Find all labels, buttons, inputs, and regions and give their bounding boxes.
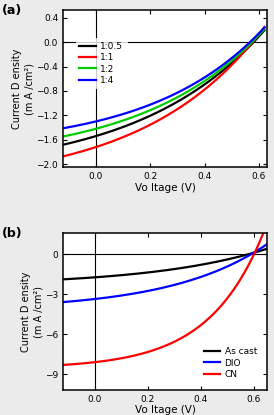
X-axis label: Vo ltage (V): Vo ltage (V) — [135, 405, 196, 415]
Line: 1:4: 1:4 — [63, 27, 264, 128]
1:0.5 — [61, 142, 65, 147]
CN — [180, 335, 183, 340]
CN — [266, 224, 269, 229]
Line: 1:1: 1:1 — [63, 27, 264, 156]
CN — [264, 224, 268, 229]
Legend: As cast, DIO, CN: As cast, DIO, CN — [200, 344, 261, 383]
1:0.5 — [190, 91, 193, 96]
1:1 — [235, 58, 238, 63]
1:2 — [235, 54, 238, 59]
1:4 — [263, 25, 266, 30]
DIO — [180, 281, 183, 286]
1:4 — [235, 52, 238, 57]
As cast — [74, 276, 77, 281]
1:4 — [214, 68, 218, 73]
As cast — [237, 254, 241, 259]
1:0.5 — [178, 98, 182, 103]
Y-axis label: Current D ensity
(m A /cm²): Current D ensity (m A /cm²) — [13, 49, 35, 129]
1:2 — [61, 134, 65, 139]
As cast — [266, 246, 269, 251]
Y-axis label: Current D ensity
(m A /cm²): Current D ensity (m A /cm²) — [21, 271, 44, 352]
Line: DIO: DIO — [63, 244, 267, 302]
1:2 — [263, 27, 266, 32]
CN — [237, 279, 241, 284]
CN — [74, 361, 77, 366]
1:0.5 — [214, 73, 218, 78]
1:1 — [263, 24, 266, 29]
1:4 — [74, 124, 77, 129]
CN — [185, 332, 189, 337]
1:1 — [74, 151, 77, 156]
CN — [192, 328, 195, 333]
1:2 — [74, 132, 77, 137]
1:2 — [178, 93, 182, 98]
1:1 — [214, 78, 218, 83]
1:1 — [190, 97, 193, 102]
CN — [216, 307, 219, 312]
1:0.5 — [74, 139, 77, 144]
Line: 1:0.5: 1:0.5 — [63, 30, 264, 145]
As cast — [185, 265, 189, 270]
1:2 — [190, 87, 193, 92]
Line: As cast: As cast — [63, 249, 267, 279]
1:4 — [178, 89, 182, 94]
1:1 — [178, 105, 182, 110]
DIO — [216, 268, 219, 273]
DIO — [192, 277, 195, 282]
DIO — [266, 242, 269, 247]
1:1 — [184, 101, 187, 106]
1:2 — [184, 90, 187, 95]
DIO — [61, 300, 65, 305]
As cast — [216, 259, 219, 264]
Line: CN: CN — [63, 227, 267, 365]
1:4 — [184, 86, 187, 91]
1:0.5 — [263, 28, 266, 33]
CN — [61, 362, 65, 367]
Text: (a): (a) — [2, 4, 22, 17]
1:4 — [190, 83, 193, 88]
DIO — [74, 298, 77, 303]
1:2 — [214, 71, 218, 76]
Text: (b): (b) — [2, 227, 22, 240]
Line: 1:2: 1:2 — [63, 29, 264, 137]
1:4 — [61, 126, 65, 131]
Legend: 1:0.5, 1:1, 1:2, 1:4: 1:0.5, 1:1, 1:2, 1:4 — [76, 39, 127, 88]
DIO — [185, 279, 189, 284]
As cast — [61, 277, 65, 282]
1:0.5 — [184, 95, 187, 100]
X-axis label: Vo ltage (V): Vo ltage (V) — [135, 183, 196, 193]
As cast — [180, 266, 183, 271]
DIO — [237, 259, 241, 264]
1:1 — [61, 154, 65, 159]
As cast — [192, 264, 195, 269]
1:0.5 — [235, 56, 238, 61]
